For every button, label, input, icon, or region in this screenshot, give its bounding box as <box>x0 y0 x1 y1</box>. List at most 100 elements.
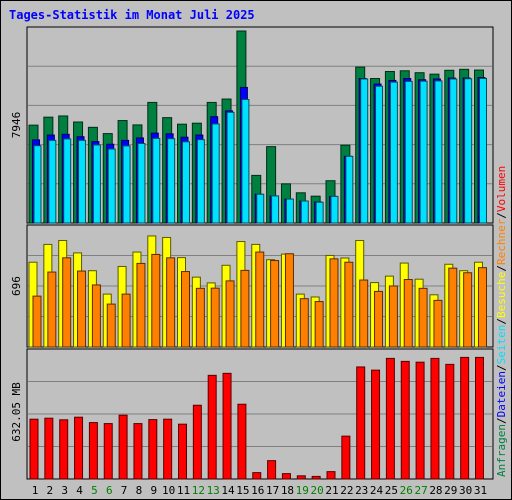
bar-seiten-day-27 <box>419 80 428 224</box>
bar-volumen-day-16 <box>252 472 262 480</box>
bar-rechner-day-26 <box>403 279 413 348</box>
bar-seiten-day-9 <box>152 137 161 224</box>
bar-rechner-day-4 <box>77 270 87 348</box>
legend-rechner: Rechner <box>495 218 508 265</box>
chart-title: Tages-Statistik im Monat Juli 2025 <box>9 8 255 22</box>
bar-seiten-day-17 <box>271 195 280 224</box>
legend-separator: / <box>495 417 508 424</box>
y-axis-label-visits: 696 <box>10 276 23 296</box>
bar-volumen-day-15 <box>237 403 247 480</box>
bar-seiten-day-20 <box>315 201 324 224</box>
bar-rechner-day-12 <box>195 287 205 348</box>
series-legend: Anfragen/Dateien/Seiten/Besuche/Rechner/… <box>495 166 508 477</box>
bar-seiten-day-13 <box>211 123 220 224</box>
x-tick-label-day-26: 26 <box>400 484 413 497</box>
bar-volumen-day-3 <box>59 419 69 480</box>
bar-rechner-day-24 <box>374 290 384 348</box>
bar-volumen-day-7 <box>118 414 128 480</box>
x-tick-label-day-5: 5 <box>91 484 98 497</box>
bar-volumen-day-2 <box>44 417 54 480</box>
bar-rechner-day-25 <box>388 285 398 348</box>
bar-volumen-day-12 <box>192 404 202 480</box>
x-tick-label-day-17: 17 <box>266 484 279 497</box>
bar-rechner-day-9 <box>151 253 161 348</box>
x-tick-label-day-8: 8 <box>136 484 143 497</box>
bar-volumen-day-17 <box>267 460 277 480</box>
bar-volumen-day-4 <box>74 416 84 480</box>
bar-rechner-day-8 <box>136 262 146 348</box>
x-tick-label-day-19: 19 <box>296 484 309 497</box>
bar-seiten-day-8 <box>137 143 146 224</box>
bar-rechner-day-6 <box>106 303 116 348</box>
bar-seiten-day-7 <box>122 145 131 224</box>
bar-rechner-day-16 <box>255 251 265 348</box>
bar-volumen-day-14 <box>222 372 232 480</box>
bar-seiten-day-22 <box>345 155 354 224</box>
x-tick-label-day-27: 27 <box>414 484 427 497</box>
legend-volumen: Volumen <box>495 166 508 212</box>
bar-rechner-day-27 <box>418 287 428 348</box>
legend-seiten: Seiten <box>495 325 508 365</box>
bar-rechner-day-11 <box>181 271 190 348</box>
bar-rechner-day-10 <box>166 257 176 348</box>
bar-rechner-day-22 <box>344 261 354 348</box>
bar-rechner-day-21 <box>329 258 339 348</box>
x-tick-label-day-14: 14 <box>221 484 235 497</box>
bar-seiten-day-11 <box>182 141 190 224</box>
x-tick-label-day-28: 28 <box>429 484 442 497</box>
y-axis-label-volume: 632.05 MB <box>10 382 23 442</box>
bar-rechner-day-2 <box>47 271 57 348</box>
bar-rechner-day-29 <box>448 267 458 348</box>
legend-separator: / <box>495 318 508 325</box>
x-tick-label-day-13: 13 <box>207 484 220 497</box>
bar-rechner-day-15 <box>240 269 250 348</box>
bar-volumen-day-21 <box>326 471 336 480</box>
bar-seiten-day-26 <box>404 80 413 224</box>
bar-volumen-day-13 <box>207 374 217 480</box>
x-tick-label-day-24: 24 <box>370 484 384 497</box>
bar-volumen-day-11 <box>178 423 187 480</box>
bar-seiten-day-2 <box>48 139 57 224</box>
bar-rechner-day-30 <box>463 272 473 348</box>
bar-seiten-day-14 <box>226 111 235 224</box>
x-tick-label-day-20: 20 <box>311 484 324 497</box>
bar-seiten-day-16 <box>256 193 265 224</box>
bar-rechner-day-14 <box>225 280 235 348</box>
bar-volumen-day-18 <box>281 473 291 480</box>
bar-seiten-day-24 <box>375 85 384 224</box>
bar-seiten-day-1 <box>33 145 42 224</box>
bar-volumen-day-19 <box>296 475 306 480</box>
bar-volumen-day-28 <box>430 357 440 480</box>
bar-seiten-day-29 <box>449 78 458 224</box>
bar-rechner-day-5 <box>91 284 101 348</box>
legend-separator: / <box>495 265 508 272</box>
bar-seiten-day-23 <box>360 78 369 224</box>
legend-separator: / <box>495 364 508 371</box>
bar-seiten-day-19 <box>300 200 309 224</box>
bar-rechner-day-20 <box>314 301 324 348</box>
x-tick-label-day-15: 15 <box>236 484 249 497</box>
x-tick-label-day-3: 3 <box>61 484 68 497</box>
bar-volumen-day-27 <box>415 361 425 480</box>
bar-seiten-day-15 <box>241 99 250 224</box>
bar-seiten-day-5 <box>92 144 101 224</box>
bar-volumen-day-6 <box>103 423 113 480</box>
bar-seiten-day-18 <box>285 198 294 224</box>
bar-volumen-day-29 <box>445 363 455 480</box>
bar-rechner-day-17 <box>270 260 280 348</box>
x-tick-label-day-10: 10 <box>162 484 175 497</box>
bar-volumen-day-26 <box>400 360 410 480</box>
x-tick-label-day-31: 31 <box>474 484 487 497</box>
x-tick-label-day-2: 2 <box>47 484 54 497</box>
x-tick-label-day-16: 16 <box>251 484 264 497</box>
bar-seiten-day-3 <box>63 138 72 224</box>
x-tick-label-day-25: 25 <box>385 484 398 497</box>
x-tick-label-day-18: 18 <box>281 484 294 497</box>
bar-volumen-day-24 <box>371 369 381 480</box>
bar-seiten-day-21 <box>330 195 339 224</box>
bar-rechner-day-3 <box>62 257 72 348</box>
bar-volumen-day-1 <box>29 418 39 480</box>
bar-seiten-day-10 <box>167 138 176 224</box>
bar-rechner-day-7 <box>121 293 131 348</box>
